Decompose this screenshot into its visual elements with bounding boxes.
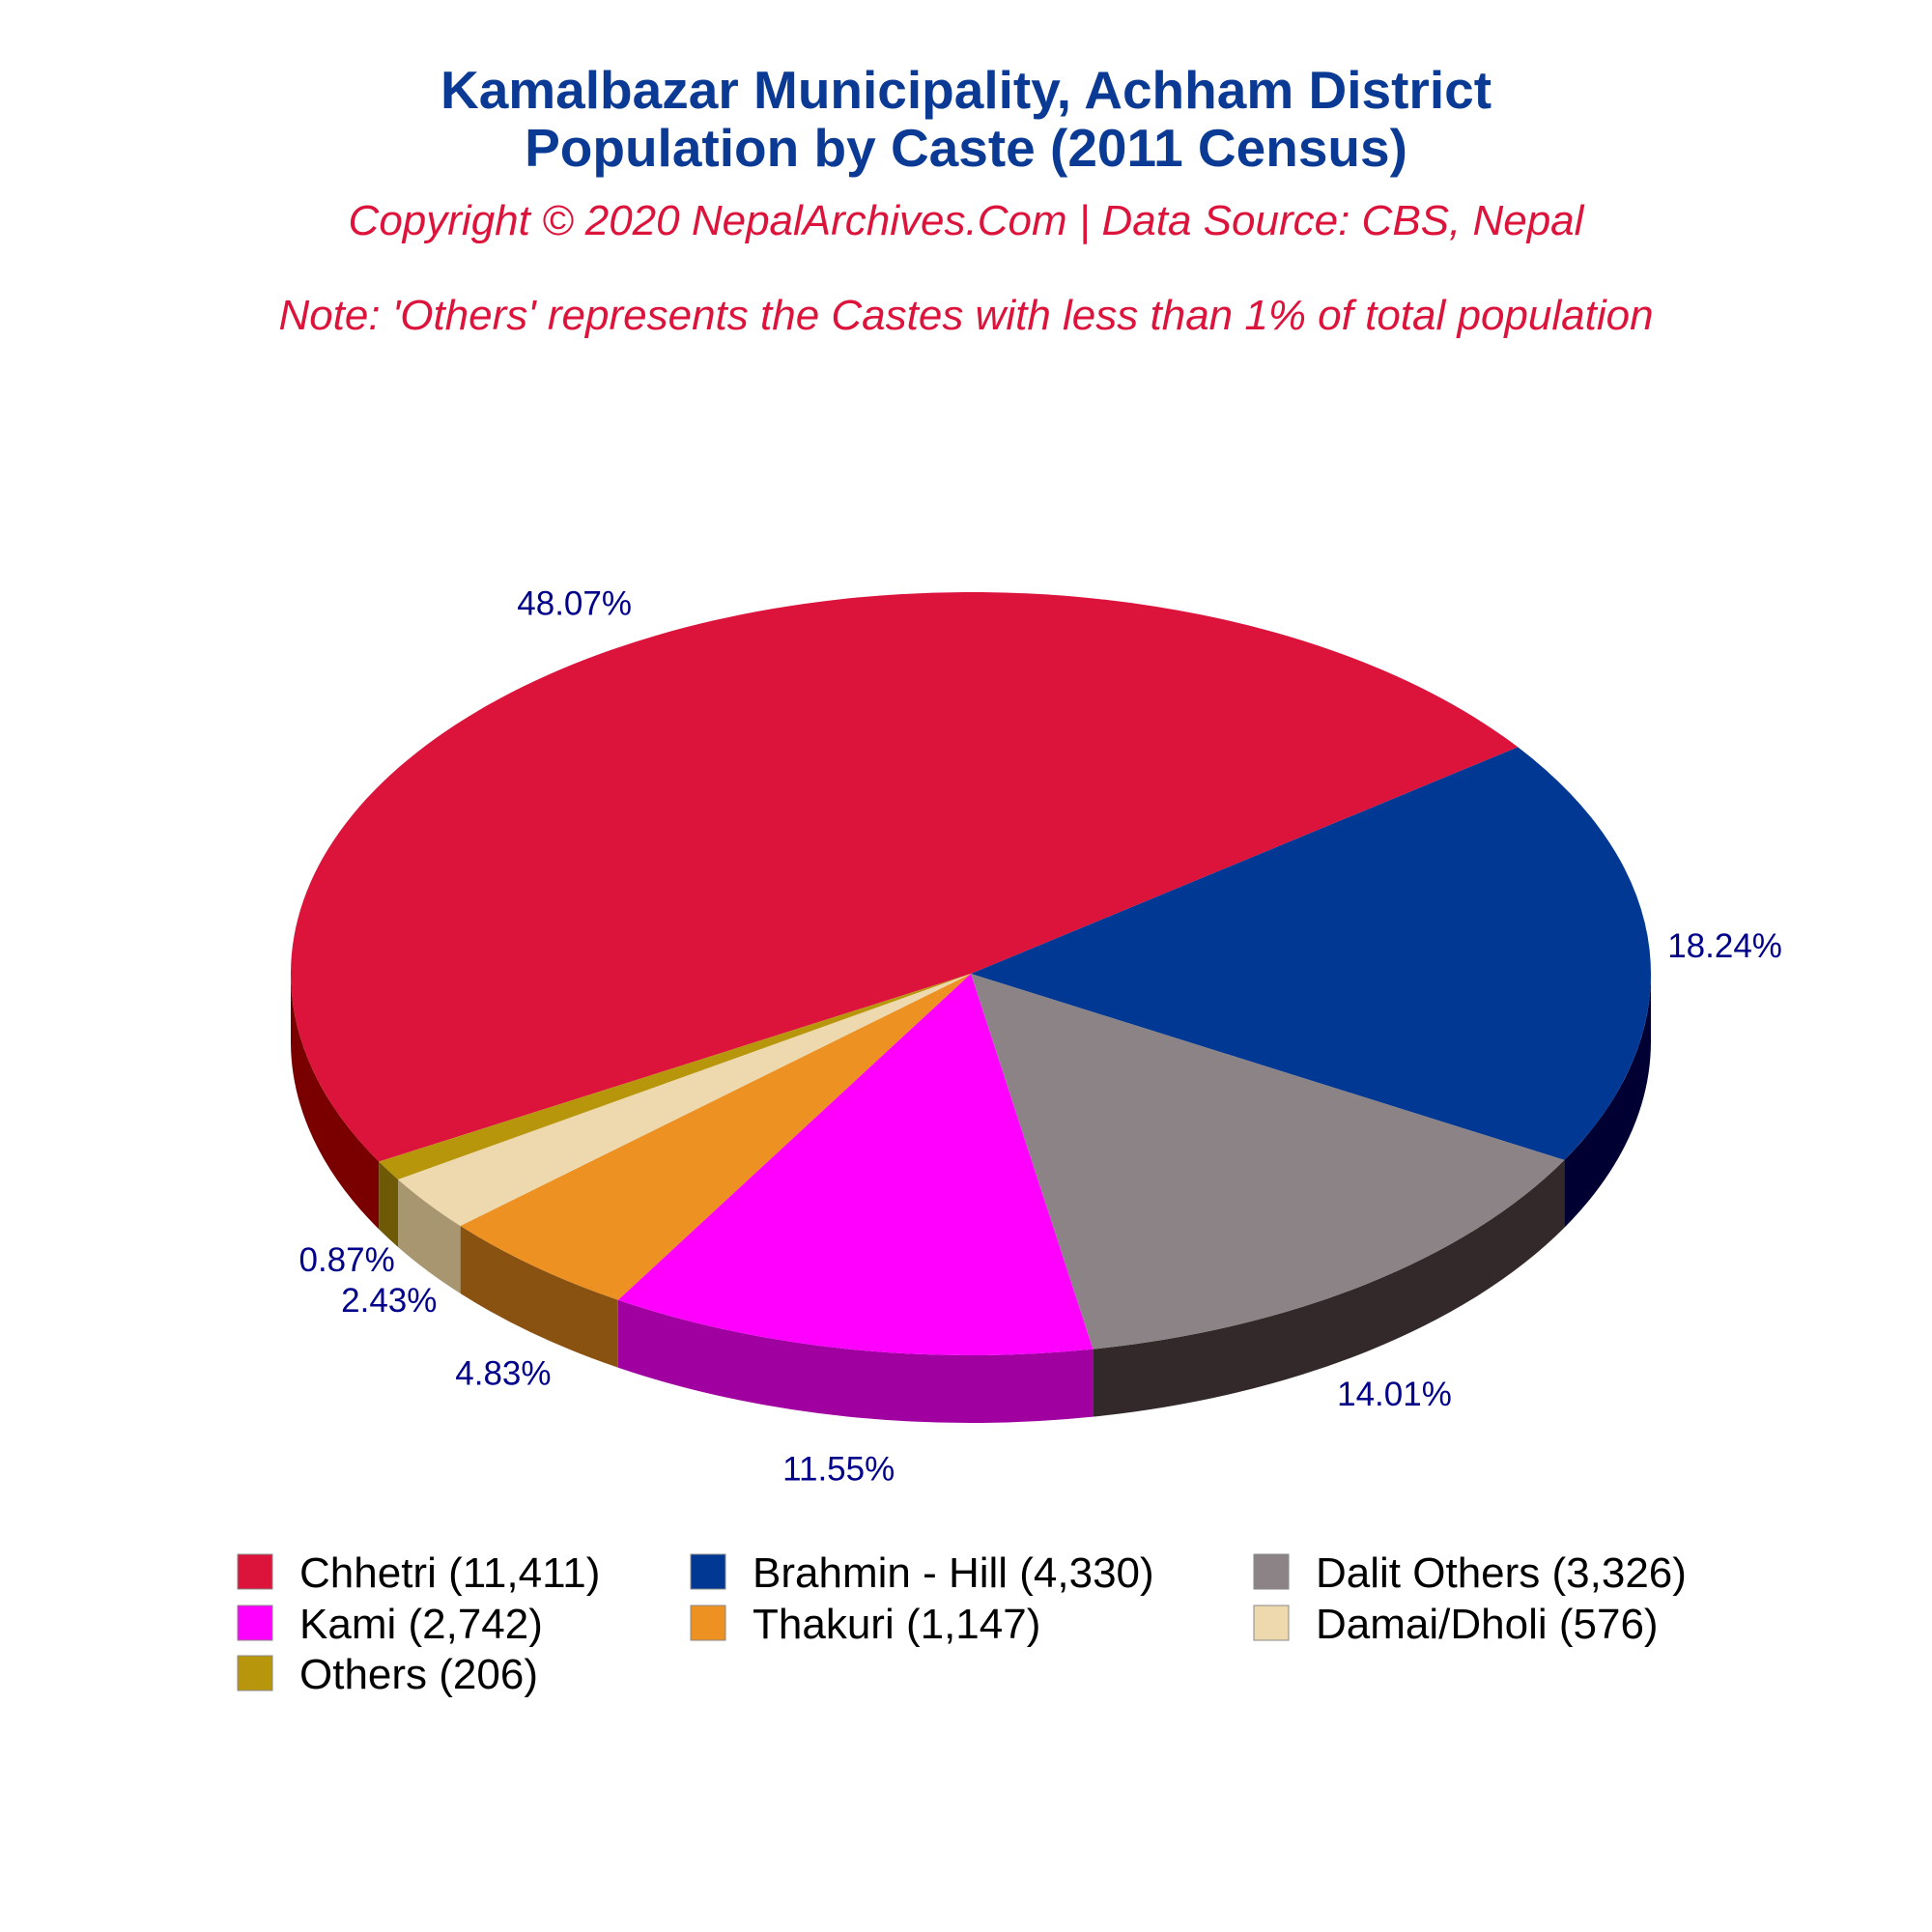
- copyright-text: Copyright © 2020 NepalArchives.Com | Dat…: [349, 197, 1585, 244]
- legend-swatch: [1253, 1605, 1290, 1641]
- legend-swatch: [237, 1655, 273, 1691]
- legend: Chhetri (11,411) Brahmin - Hill (4,330) Da…: [237, 1549, 1687, 1698]
- pie-slice-others: [379, 974, 971, 1179]
- legend-label: Chhetri (11,411): [299, 1549, 600, 1597]
- legend-label: Dalit Others (3,326): [1316, 1549, 1687, 1597]
- chart-subtitle: Population by Caste (2011 Census): [525, 118, 1407, 178]
- legend-swatch: [690, 1605, 726, 1641]
- legend-swatch: [690, 1553, 726, 1590]
- legend-label: Brahmin - Hill (4,330): [753, 1549, 1154, 1597]
- legend-swatch: [1253, 1553, 1290, 1590]
- legend-label: Damai/Dholi (576): [1316, 1601, 1659, 1648]
- legend-label: Thakuri (1,147): [753, 1601, 1040, 1648]
- pie-side-thakuri: [460, 1226, 618, 1368]
- pie-slice-chhetri: [290, 591, 1519, 1162]
- pie-slice-thakuri: [460, 974, 972, 1300]
- pie-side-chhetri: [291, 974, 380, 1230]
- percent-label: 0.87%: [298, 1241, 394, 1279]
- percent-label: 4.83%: [455, 1354, 551, 1392]
- pie-side-kami: [617, 1299, 1094, 1423]
- percent-label: 48.07%: [517, 585, 632, 623]
- note-text: Note: 'Others' represents the Castes wit…: [278, 292, 1653, 339]
- pie-side-brahmin-hill: [1564, 974, 1651, 1228]
- pie-slice-brahmin-hill: [971, 747, 1651, 1160]
- legend-label: Others (206): [299, 1651, 538, 1698]
- pie-side-walls: [291, 974, 1651, 1423]
- pie-side-dalit-others: [1093, 1159, 1565, 1417]
- pie-slice-dalit-others: [971, 974, 1565, 1350]
- percent-label: 14.01%: [1337, 1376, 1452, 1413]
- pie-side-others: [379, 1161, 399, 1247]
- legend-label: Kami (2,742): [299, 1601, 543, 1648]
- pie-side-damai-dholi: [398, 1179, 461, 1294]
- percent-label: 2.43%: [341, 1282, 437, 1320]
- chart-title: Kamalbazar Municipality, Achham District: [440, 60, 1492, 120]
- percent-labels: 48.07% 18.24% 14.01% 11.55% 4.83% 2.43%0.87%: [298, 585, 1781, 1489]
- legend-swatch: [237, 1553, 273, 1590]
- percent-label: 11.55%: [782, 1450, 895, 1488]
- pie-group: [290, 591, 1651, 1423]
- pie-slice-kami: [617, 974, 1094, 1355]
- legend-swatch: [237, 1605, 273, 1641]
- pie-top-faces: [290, 591, 1651, 1355]
- percent-label: 18.24%: [1667, 927, 1782, 965]
- pie-slice-damai-dholi: [398, 974, 972, 1227]
